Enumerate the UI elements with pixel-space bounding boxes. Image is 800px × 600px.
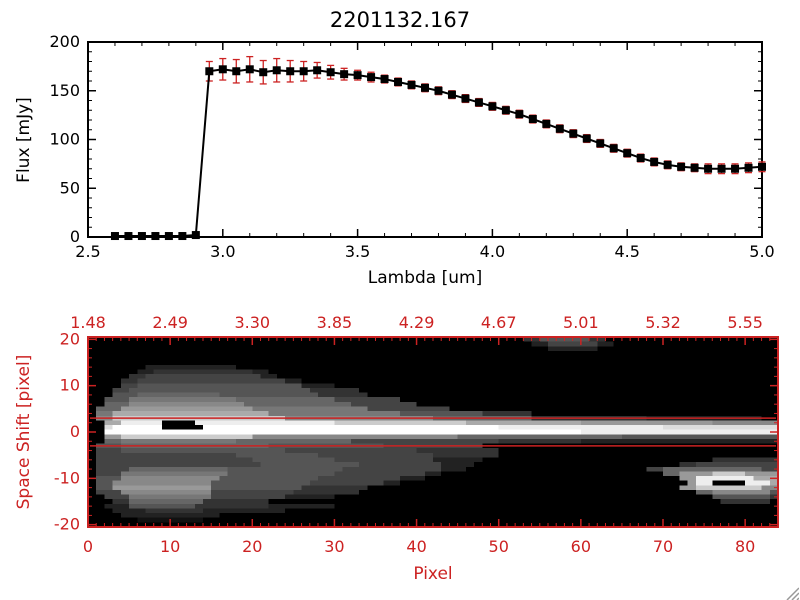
pixel-tick-label: 20 [242,537,262,556]
pixel-tick-label: 60 [571,537,591,556]
wavelength-tick-label: 5.55 [727,313,763,332]
x-tick-label: 4.5 [614,242,639,261]
pixel-tick-label: 0 [83,537,93,556]
y-tick-label: 0 [70,227,80,246]
pixel-tick-label: 50 [489,537,509,556]
spectral-image [88,337,778,527]
flux-curve [114,68,763,238]
shift-tick-label: -10 [54,468,80,487]
error-bars [111,55,766,239]
y-tick-label: 200 [49,32,80,51]
y-tick-label: 100 [49,130,80,149]
x-tick-label: 2.5 [75,242,100,261]
x-tick-label: 5.0 [749,242,774,261]
x-tick-label: 4.0 [480,242,505,261]
pixel-tick-label: 40 [406,537,426,556]
flux-markers [110,65,766,241]
wavelength-tick-label: 4.29 [399,313,435,332]
pixel-tick-label: 80 [735,537,755,556]
x-tick-label: 3.5 [345,242,370,261]
wavelength-tick-label: 3.30 [234,313,270,332]
plot-title: 2201132.167 [329,8,471,32]
shift-tick-label: 10 [60,376,80,395]
wavelength-tick-label: 3.85 [317,313,353,332]
top-chart-axes [87,41,763,238]
pixel-tick-label: 30 [324,537,344,556]
top-chart-tick-labels: 2.5 3.0 3.5 4.0 4.5 5.0 0 50 100 150 200 [49,32,774,261]
pixel-tick-label: 70 [653,537,673,556]
bottom-x-axis-label: Pixel [413,564,453,584]
wavelength-tick-label: 2.49 [152,313,188,332]
top-x-axis-label: Lambda [um] [367,268,483,288]
y-tick-label: 50 [60,178,80,197]
bottom-y-axis-label: Space Shift [pixel] [14,354,34,510]
wavelength-tick-label: 5.32 [645,313,681,332]
wavelength-tick-label: 4.67 [481,313,517,332]
top-y-axis-label: Flux [mJy] [14,97,34,183]
shift-tick-label: -20 [54,515,80,534]
x-tick-label: 3.0 [210,242,235,261]
shift-tick-label: 20 [60,329,80,348]
resize-grip-icon[interactable] [785,585,800,600]
y-tick-label: 150 [49,81,80,100]
shift-tick-label: 0 [70,422,80,441]
wavelength-tick-label: 1.48 [70,313,106,332]
pixel-tick-label: 10 [160,537,180,556]
wavelength-tick-label: 5.01 [563,313,599,332]
